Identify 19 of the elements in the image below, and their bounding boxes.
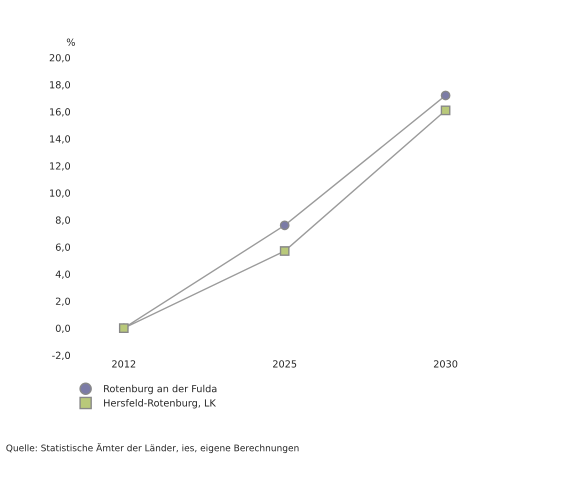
- y-tick-label: 12,0: [50, 162, 70, 171]
- x-tick-label: 2025: [273, 360, 296, 368]
- y-tick-label: -2,0: [52, 352, 70, 360]
- y-tick-label: 8,0: [56, 216, 70, 225]
- x-tick-label: 2030: [434, 360, 458, 368]
- y-axis-title: %: [66, 38, 75, 46]
- x-tick-label: 2012: [112, 360, 136, 368]
- y-tick-label: 10,0: [50, 189, 70, 198]
- legend-label: Rotenburg an der Fulda: [104, 384, 216, 394]
- legend-label: Hersfeld-Rotenburg, LK: [104, 399, 216, 408]
- y-tick-label: 18,0: [50, 81, 70, 90]
- y-tick-label: 2,0: [56, 298, 70, 306]
- y-tick-label: 14,0: [50, 135, 70, 144]
- y-tick-label: 0,0: [56, 324, 70, 333]
- y-tick-label: 16,0: [50, 108, 70, 117]
- source-note: Quelle: Statistische Ämter der Länder, ies, eigene Berechnungen: [6, 442, 299, 454]
- y-tick-label: 4,0: [56, 270, 70, 279]
- y-tick-label: 20,0: [50, 54, 70, 62]
- y-tick-label: 6,0: [56, 243, 70, 252]
